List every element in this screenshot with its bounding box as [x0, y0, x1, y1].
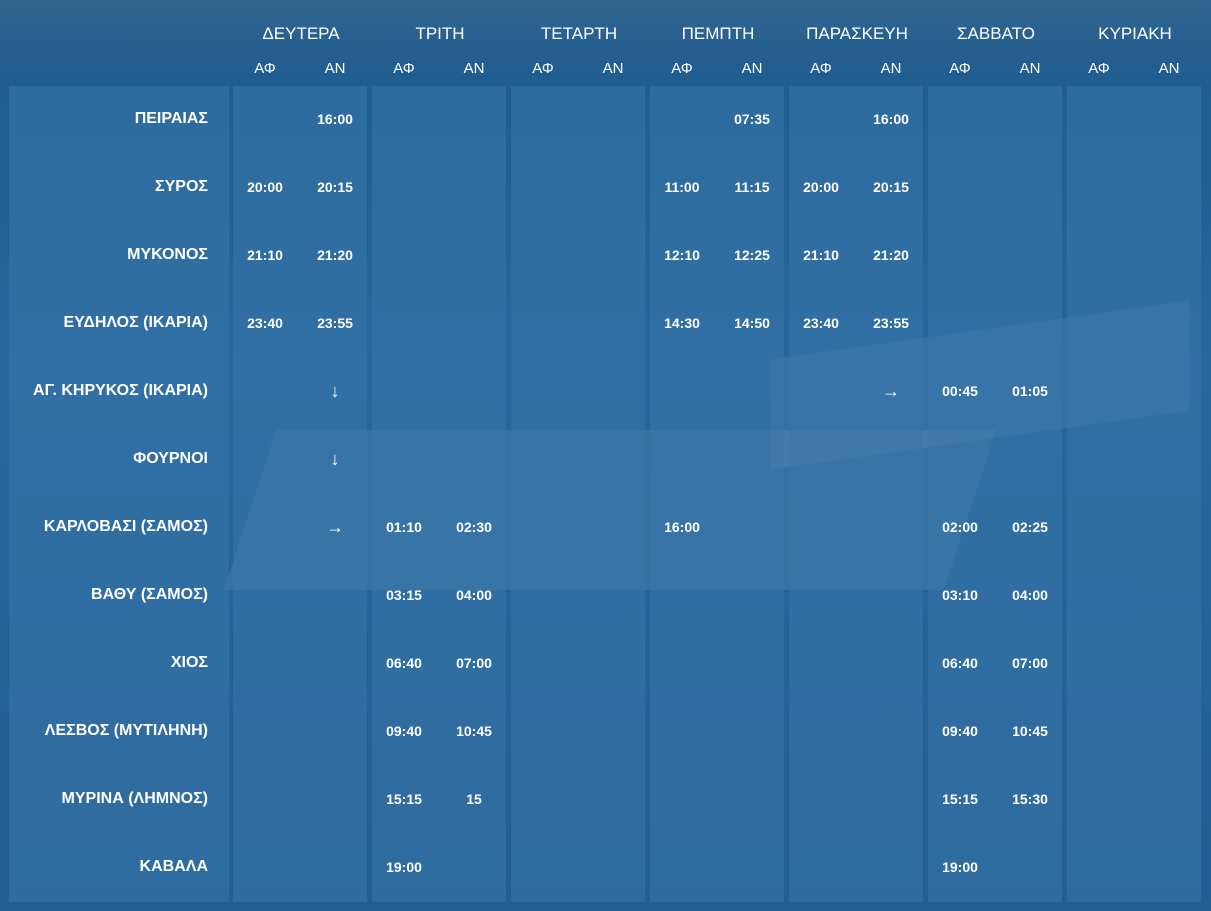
port-name: ΚΑΒΑΛΑ — [139, 858, 208, 875]
time-cell: 03:15 — [386, 587, 422, 603]
time-cell: 14:30 — [664, 315, 700, 331]
port-name: ΚΑΡΛΟΒΑΣΙ (ΣΑΜΟΣ) — [43, 518, 208, 535]
day-header: ΔΕΥΤΕΡΑ — [262, 24, 340, 43]
time-cell: 19:00 — [942, 859, 978, 875]
time-cell: 14:50 — [734, 315, 770, 331]
day-column-panel — [372, 86, 506, 902]
time-cell: 06:40 — [386, 655, 422, 671]
time-cell: 23:40 — [803, 315, 839, 331]
time-cell: 02:30 — [456, 519, 492, 535]
arrival-header: ΑΝ — [741, 60, 763, 77]
arrow-right-icon: → — [326, 517, 344, 537]
time-cell: 20:00 — [803, 179, 839, 195]
time-cell: 02:00 — [942, 519, 978, 535]
time-cell: 15:15 — [386, 791, 422, 807]
day-header: ΠΕΜΠΤΗ — [681, 24, 755, 43]
port-name: ΛΕΣΒΟΣ (ΜΥΤΙΛΗΝΗ) — [44, 722, 208, 739]
day-column-panel — [1067, 86, 1201, 902]
time-cell: 21:10 — [247, 247, 283, 263]
arrival-header: ΑΝ — [880, 60, 902, 77]
day-column-panel — [511, 86, 645, 902]
time-cell: 16:00 — [664, 519, 700, 535]
time-cell: 21:20 — [873, 247, 909, 263]
time-cell: 15:15 — [942, 791, 978, 807]
time-cell: 21:20 — [317, 247, 353, 263]
departure-header: ΑΦ — [949, 60, 971, 77]
day-column-panel — [789, 86, 923, 902]
time-cell: 23:55 — [317, 315, 353, 331]
departure-header: ΑΦ — [254, 60, 276, 77]
time-cell: 02:25 — [1012, 519, 1048, 535]
arrow-right-icon: → — [882, 381, 900, 401]
time-cell: 15 — [466, 791, 482, 807]
time-cell: 19:00 — [386, 859, 422, 875]
time-cell: 01:05 — [1012, 383, 1048, 399]
time-cell: 03:10 — [942, 587, 978, 603]
port-name: ΕΥΔΗΛΟΣ (ΙΚΑΡΙΑ) — [63, 314, 208, 331]
time-cell: 10:45 — [1012, 723, 1048, 739]
port-name: ΑΓ. ΚΗΡΥΚΟΣ (ΙΚΑΡΙΑ) — [33, 382, 208, 399]
port-name: ΜΥΡΙΝΑ (ΛΗΜΝΟΣ) — [61, 790, 208, 807]
day-header: ΠΑΡΑΣΚΕΥΗ — [806, 24, 908, 43]
port-label-panel — [9, 86, 229, 902]
time-cell: 01:10 — [386, 519, 422, 535]
time-cell: 20:00 — [247, 179, 283, 195]
day-column-panel — [650, 86, 784, 902]
time-cell: 21:10 — [803, 247, 839, 263]
time-cell: 20:15 — [873, 179, 909, 195]
arrival-header: ΑΝ — [463, 60, 485, 77]
departure-header: ΑΦ — [1088, 60, 1110, 77]
time-cell: 23:55 — [873, 315, 909, 331]
day-column-panel — [233, 86, 367, 902]
arrow-down-icon: ↓ — [330, 381, 340, 401]
time-cell: 09:40 — [942, 723, 978, 739]
time-cell: 09:40 — [386, 723, 422, 739]
port-name: ΧΙΟΣ — [170, 654, 208, 671]
time-cell: 00:45 — [942, 383, 978, 399]
port-name: ΣΥΡΟΣ — [155, 178, 208, 195]
time-cell: 04:00 — [1012, 587, 1048, 603]
time-cell: 23:40 — [247, 315, 283, 331]
time-cell: 11:00 — [664, 179, 700, 195]
time-cell: 04:00 — [456, 587, 492, 603]
time-cell: 07:00 — [1012, 655, 1048, 671]
departure-header: ΑΦ — [393, 60, 415, 77]
time-cell: 10:45 — [456, 723, 492, 739]
day-header: ΤΕΤΑΡΤΗ — [540, 24, 618, 43]
arrow-down-icon: ↓ — [330, 449, 340, 469]
port-name: ΜΥΚΟΝΟΣ — [127, 246, 208, 263]
day-column-panel — [928, 86, 1062, 902]
arrival-header: ΑΝ — [602, 60, 624, 77]
time-cell: 12:10 — [664, 247, 700, 263]
arrival-header: ΑΝ — [1158, 60, 1180, 77]
day-header: ΤΡΙΤΗ — [415, 24, 465, 43]
time-cell: 16:00 — [317, 111, 353, 127]
day-header: ΣΑΒΒΑΤΟ — [957, 24, 1035, 43]
arrival-header: ΑΝ — [1019, 60, 1041, 77]
time-cell: 15:30 — [1012, 791, 1048, 807]
departure-header: ΑΦ — [532, 60, 554, 77]
time-cell: 12:25 — [734, 247, 770, 263]
time-cell: 11:15 — [734, 179, 770, 195]
departure-header: ΑΦ — [810, 60, 832, 77]
time-cell: 07:35 — [734, 111, 770, 127]
time-cell: 16:00 — [873, 111, 909, 127]
time-cell: 20:15 — [317, 179, 353, 195]
port-name: ΒΑΘΥ (ΣΑΜΟΣ) — [91, 586, 208, 603]
port-name: ΦΟΥΡΝΟΙ — [133, 450, 208, 467]
time-cell: 07:00 — [456, 655, 492, 671]
arrival-header: ΑΝ — [324, 60, 346, 77]
port-name: ΠΕΙΡΑΙΑΣ — [134, 110, 208, 127]
time-cell: 06:40 — [942, 655, 978, 671]
day-header: ΚΥΡΙΑΚΗ — [1098, 24, 1172, 43]
departure-header: ΑΦ — [671, 60, 693, 77]
